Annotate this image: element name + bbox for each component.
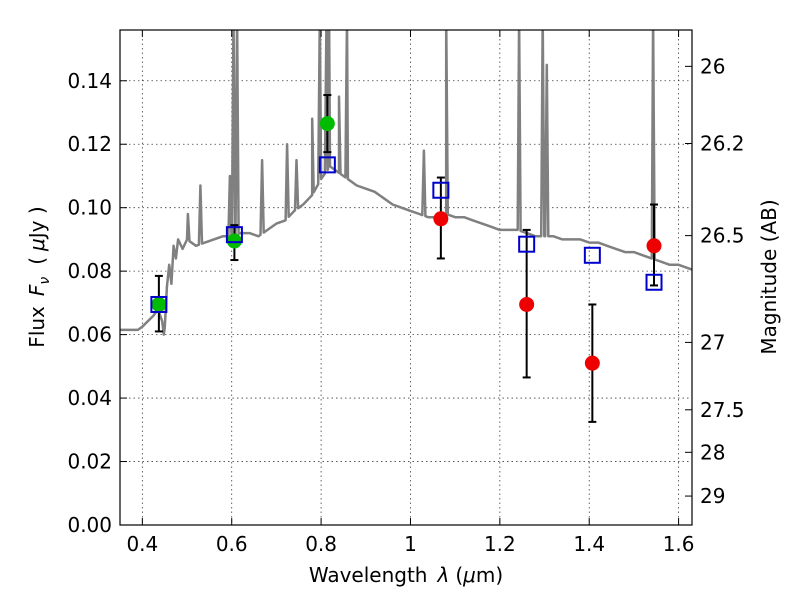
y-axis-label-subscript: ν — [37, 277, 53, 285]
model-photometry-squares — [150, 156, 663, 313]
x-tick-label: 1.6 — [663, 532, 695, 556]
x-tick-label: 1.4 — [573, 532, 605, 556]
model-square-marker — [150, 295, 168, 313]
y-tick-label: 0.14 — [67, 69, 112, 93]
model-square-marker — [518, 235, 536, 253]
y-tick-label: 0.02 — [67, 450, 112, 474]
x-tick-label: 0.8 — [305, 532, 337, 556]
y-axis-unit-open: ( — [25, 257, 49, 265]
x-axis-unit-open: ( — [455, 563, 463, 587]
magnitude-tick-label: 27 — [700, 330, 725, 354]
y-tick-label: 0.06 — [67, 323, 112, 347]
magnitude-tick-label: 26 — [700, 54, 725, 78]
green-data-point — [226, 233, 242, 249]
model-square-marker — [432, 181, 450, 199]
x-axis-ticks: 0.4 0.6 0.8 1 1.2 1.4 1.6 — [126, 30, 695, 556]
red-data-point — [433, 211, 449, 227]
x-tick-label: 0.6 — [216, 532, 248, 556]
y-tick-label: 0.08 — [67, 259, 112, 283]
x-axis-unit-mu: μ — [462, 563, 476, 587]
x-tick-label: 0.4 — [126, 532, 158, 556]
red-data-point — [584, 355, 600, 371]
y-tick-label: 0.12 — [67, 132, 112, 156]
plot-frame — [119, 29, 693, 526]
green-data-point — [151, 296, 167, 312]
x-axis-label-text: Wavelength — [309, 563, 428, 587]
green-data-point — [319, 116, 335, 132]
y-axis-unit-rest: Jy ) — [25, 206, 49, 240]
y-tick-label: 0.04 — [67, 386, 112, 410]
red-data-point — [646, 238, 662, 254]
x-tick-label: 1.2 — [484, 532, 516, 556]
y-tick-label: 0.10 — [67, 196, 112, 220]
x-axis-label: Wavelength λ (μm) — [309, 563, 503, 587]
magnitude-tick-label: 29 — [700, 484, 725, 508]
photometry-points — [151, 116, 662, 371]
magnitude-axis-label: Magnitude (AB) — [757, 199, 781, 354]
magnitude-axis-ticks: 26 26.2 26.5 27 27.5 28 29 — [685, 54, 745, 508]
y-axis-label-text: Flux — [25, 306, 49, 348]
model-square-marker — [645, 273, 663, 291]
magnitude-tick-label: 26.5 — [700, 224, 745, 248]
x-tick-label: 1 — [404, 532, 417, 556]
model-square-marker — [583, 246, 601, 264]
y-axis-ticks: 0.00 0.02 0.04 0.06 0.08 0.10 0.12 0.14 — [67, 69, 127, 537]
y-axis-label-symbol: F — [25, 284, 49, 296]
y-axis-unit-mu: μ — [25, 238, 49, 252]
x-axis-label-symbol: λ — [436, 563, 449, 587]
model-square-marker — [318, 156, 336, 174]
y-axis-label: Flux Fν ( μJy ) — [25, 206, 53, 347]
magnitude-tick-label: 26.2 — [700, 132, 745, 156]
model-square-marker — [225, 226, 243, 244]
magnitude-tick-label: 27.5 — [700, 398, 745, 422]
y-tick-label: 0.00 — [67, 513, 112, 537]
plot-area — [120, 30, 692, 423]
red-data-point — [519, 296, 535, 312]
magnitude-tick-label: 28 — [700, 440, 725, 464]
x-axis-unit-rest: m) — [476, 563, 503, 587]
model-spectrum-line — [120, 30, 692, 336]
